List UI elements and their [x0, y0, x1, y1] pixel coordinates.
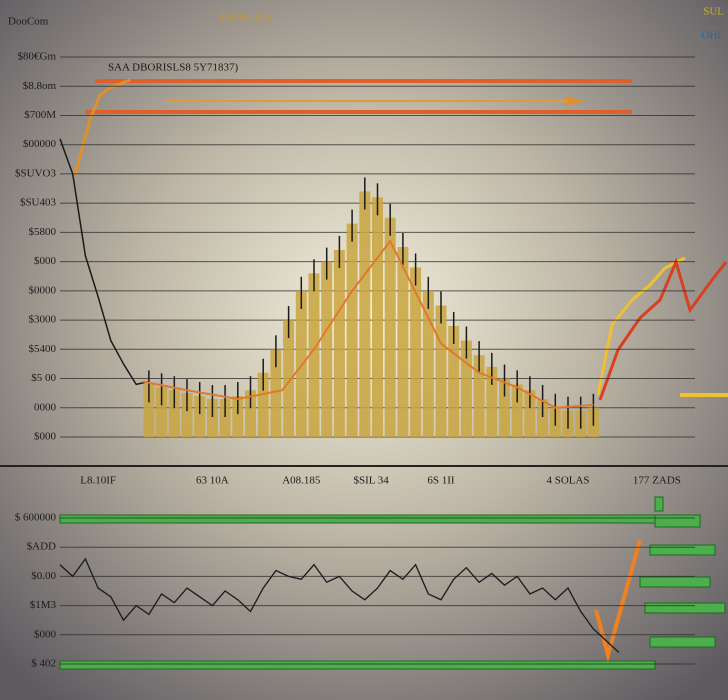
y-tick-label: $0.00	[31, 570, 56, 582]
bar	[219, 399, 231, 437]
y-tick-label: $SU403	[20, 197, 57, 209]
y-tick-label: $000	[34, 255, 57, 267]
trend-line	[142, 239, 594, 409]
y-tick-label: $ 402	[31, 658, 56, 670]
green-band	[654, 496, 664, 512]
bar	[270, 349, 282, 437]
title: DooCom	[8, 16, 49, 28]
zigzag	[596, 256, 686, 396]
y-tick-label: $700M	[24, 109, 56, 121]
bar	[283, 320, 295, 437]
x-tick-label: A08.185	[282, 475, 321, 487]
x-tick-label: 4 SOLAS	[546, 475, 589, 487]
x-tick-label: 63 10A	[196, 475, 229, 487]
bar	[156, 387, 168, 437]
y-tick-label: $SUVO3	[15, 167, 56, 179]
zigzag	[598, 257, 728, 401]
x-tick-label: 177 ZADS	[633, 475, 681, 487]
x-tick-label: $SIL 34	[353, 475, 389, 487]
y-tick-label: $000	[34, 431, 57, 443]
zigzag	[73, 78, 131, 176]
subtitle: $SUNe 1A)	[219, 12, 272, 24]
corner-label: OHL	[701, 30, 724, 42]
bar	[372, 197, 383, 437]
y-tick-label: $0000	[29, 284, 57, 296]
bar	[524, 390, 536, 437]
bar	[232, 396, 244, 437]
bar	[308, 273, 320, 437]
corner-label: SUL	[703, 6, 724, 18]
y-tick-label: $00000	[23, 138, 57, 150]
price-line	[59, 557, 620, 653]
y-tick-label: $ 600000	[15, 512, 57, 524]
bar	[473, 355, 485, 437]
y-tick-label: $3000	[29, 314, 57, 326]
bar	[143, 384, 155, 437]
bar	[422, 290, 434, 437]
green-band	[649, 636, 716, 648]
bar	[168, 390, 180, 437]
bar	[206, 399, 218, 437]
y-tick-label: $5 00	[31, 372, 56, 384]
y-tick-label: 0000	[34, 401, 57, 413]
x-tick-label: 6S 1II	[427, 475, 455, 487]
spike	[594, 539, 642, 663]
bar	[499, 378, 510, 437]
bar	[181, 393, 193, 437]
bar	[194, 396, 206, 437]
arrow-head	[565, 96, 585, 106]
bar	[486, 366, 498, 437]
bar	[537, 399, 549, 437]
annotation: SAA DBORISLS8 5Y71837)	[108, 62, 239, 74]
bar	[245, 390, 256, 437]
y-tick-label: $80€Gm	[18, 51, 57, 63]
bar	[333, 249, 345, 437]
y-tick-label: $000	[34, 628, 57, 640]
bar	[511, 384, 523, 437]
price-line	[59, 138, 150, 386]
bar	[346, 223, 358, 437]
bar	[448, 325, 460, 437]
bar	[435, 305, 447, 437]
y-tick-label: $ADD	[27, 541, 56, 553]
x-tick-label: L8.10IF	[80, 475, 116, 487]
bar	[359, 191, 371, 437]
green-band	[59, 660, 656, 670]
y-tick-label: $8.8om	[23, 80, 57, 92]
green-band	[654, 514, 701, 528]
green-band	[644, 602, 726, 614]
y-tick-label: $5400	[29, 343, 57, 355]
y-tick-label: $1M3	[30, 599, 57, 611]
bar	[384, 217, 396, 437]
green-band	[639, 576, 711, 588]
green-band	[649, 544, 716, 556]
bar	[410, 267, 422, 437]
y-tick-label: $5800	[29, 226, 57, 238]
bar	[321, 261, 333, 437]
bar	[460, 340, 472, 437]
green-band	[59, 514, 656, 524]
bar	[397, 247, 409, 437]
bar	[295, 290, 307, 437]
bar	[257, 372, 269, 437]
